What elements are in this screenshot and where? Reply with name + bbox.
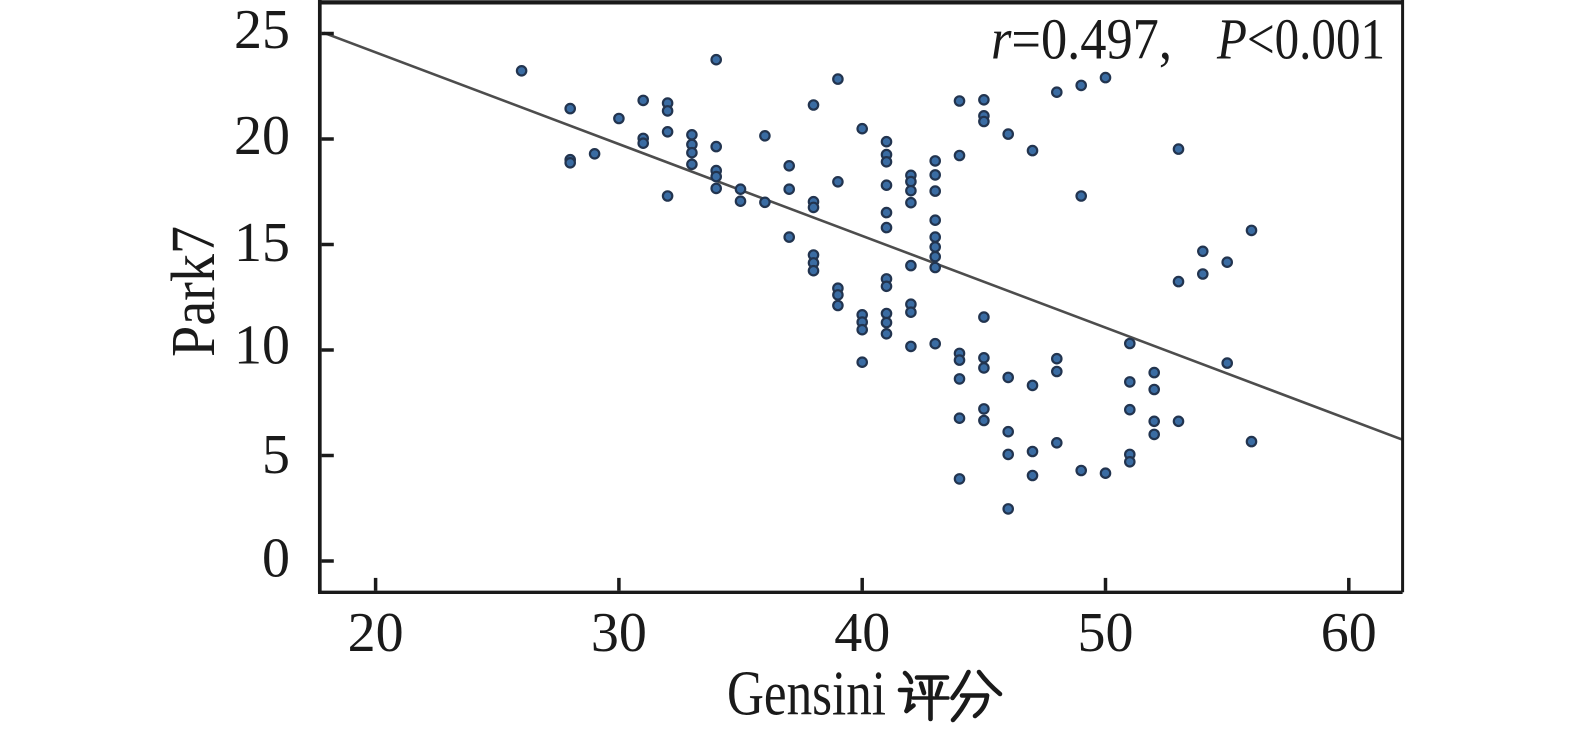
svg-text:20: 20	[234, 105, 290, 167]
svg-text:60: 60	[1321, 602, 1377, 664]
svg-text:Gensini: Gensini	[727, 659, 886, 729]
svg-text:Park7: Park7	[160, 226, 228, 357]
svg-text:40: 40	[834, 602, 890, 664]
svg-text:15: 15	[234, 212, 290, 274]
svg-text:50: 50	[1078, 602, 1134, 664]
svg-text:5: 5	[262, 424, 290, 486]
svg-text:25: 25	[234, 0, 290, 61]
svg-text:10: 10	[234, 314, 290, 376]
svg-text:0: 0	[262, 528, 290, 590]
svg-text:r=0.497,: r=0.497,	[991, 7, 1172, 72]
svg-text:30: 30	[591, 602, 647, 664]
svg-text:P<0.001: P<0.001	[1216, 7, 1385, 72]
svg-text:20: 20	[348, 602, 404, 664]
